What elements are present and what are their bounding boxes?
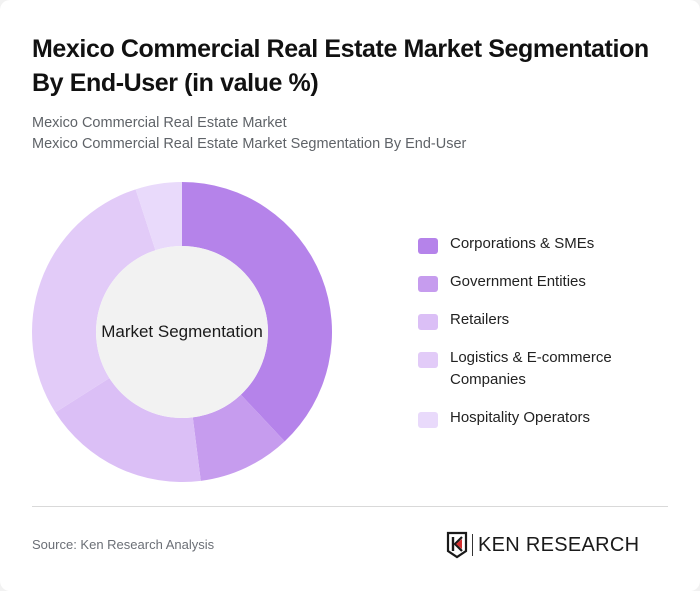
logo-separator (472, 534, 473, 556)
legend-label: Corporations & SMEs (450, 235, 595, 252)
chart-subtitle: Mexico Commercial Real Estate Market Mex… (32, 113, 466, 155)
legend-label: Logistics & E-commerce Companies (450, 349, 612, 388)
donut-chart (32, 182, 332, 482)
logo-text: KEN RESEARCH (478, 533, 640, 556)
subtitle-line-market: Mexico Commercial Real Estate Market (32, 115, 287, 131)
donut-slice-logistics-e-commerce-companies (32, 189, 156, 413)
legend-swatch (418, 314, 438, 330)
legend-swatch (418, 238, 438, 254)
ken-research-shield-icon (446, 531, 468, 559)
chart-title: Mexico Commercial Real Estate Market Seg… (32, 35, 649, 97)
legend-label: Hospitality Operators (450, 409, 591, 426)
legend-item-retailers: Retailers (418, 309, 678, 331)
legend-item-corporations: Corporations & SMEs (418, 233, 678, 255)
legend-swatch (418, 412, 438, 428)
donut-slice-government-entities (192, 394, 285, 481)
legend-item-logistics: Logistics & E-commerce Companies (418, 347, 678, 391)
legend-swatch (418, 352, 438, 368)
legend-item-government: Government Entities (418, 271, 678, 293)
legend-label: Retailers (450, 311, 510, 328)
legend-swatch (418, 276, 438, 292)
subtitle-line-segmentation: Mexico Commercial Real Estate Market Seg… (32, 136, 467, 152)
ken-research-logo: KEN RESEARCH (446, 530, 639, 560)
footer-divider (32, 506, 668, 507)
donut-slice-corporations-smes (182, 182, 332, 442)
legend-label: Government Entities (450, 273, 586, 290)
donut-slice-retailers (55, 378, 201, 482)
source-note: Source: Ken Research Analysis (32, 537, 215, 552)
donut-hole (96, 246, 268, 418)
legend-item-hospitality: Hospitality Operators (418, 407, 678, 429)
chart-legend: Corporations & SMEs Government Entities … (418, 233, 678, 445)
donut-slice-hospitality-operators (135, 182, 182, 251)
